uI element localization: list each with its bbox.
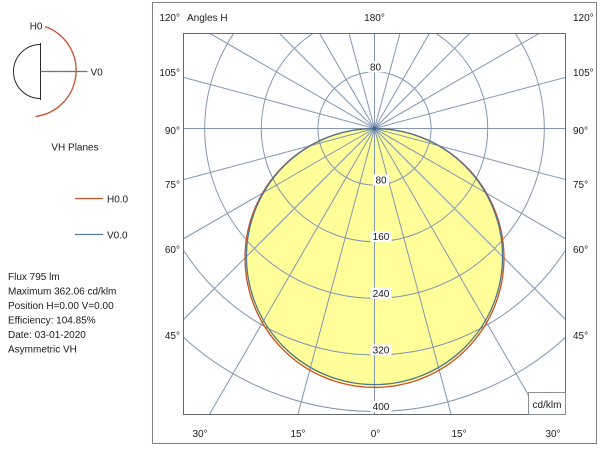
grid-ray <box>374 128 452 414</box>
grid-ray <box>184 128 375 320</box>
grid-ray <box>374 34 540 129</box>
photometric-info: Flux 795 lm Maximum 362.06 cd/klm Positi… <box>8 272 116 356</box>
unit-label: cd/klm <box>533 400 562 411</box>
info-symmetry: Asymmetric VH <box>8 345 77 356</box>
info-flux: Flux 795 lm <box>8 272 60 283</box>
info-position: Position H=0.00 V=0.00 <box>8 301 114 312</box>
grid-ray <box>209 34 375 129</box>
radial-tick-bg <box>370 401 392 412</box>
angle-label-left-105: 105° <box>159 68 180 79</box>
angle-label-right-45: 45° <box>573 331 588 342</box>
info-maximum: Maximum 362.06 cd/klm <box>8 287 116 298</box>
angle-label-bottom-30l: 30° <box>192 429 207 440</box>
unit-box <box>528 392 566 415</box>
angle-label-left-120: 120° <box>159 13 180 24</box>
angle-label-left-45: 45° <box>165 331 180 342</box>
grid-ray <box>209 128 375 414</box>
angle-label-bottom-15r: 15° <box>451 429 466 440</box>
chart-title: Angles H <box>187 13 228 24</box>
grid-ray <box>184 76 375 129</box>
grid-ray <box>184 128 375 181</box>
radial-tick-bg <box>370 287 392 299</box>
polar-origin-dot <box>372 126 377 131</box>
angle-label-left-75: 75° <box>165 180 180 191</box>
angle-label-top-180: 180° <box>364 13 385 24</box>
grid-ray <box>184 128 375 240</box>
radial-tick-label: 80 <box>370 62 382 73</box>
grid-ray <box>374 76 565 129</box>
grid-ray <box>374 128 540 414</box>
radial-tick-label: 80 <box>375 176 387 187</box>
radial-tick-bg <box>373 174 389 186</box>
icon-h0-label: H0 <box>30 22 43 33</box>
info-date: Date: 03-01-2020 <box>8 330 86 341</box>
distribution-curves <box>244 126 505 389</box>
legend: H0.0 V0.0 <box>75 195 129 242</box>
angle-label-bottom-0: 0° <box>371 429 381 440</box>
radial-tick-bg <box>370 231 392 243</box>
angle-label-left-60: 60° <box>165 245 180 256</box>
chart-panel-border <box>152 2 597 444</box>
vh-planes-icon: H0 V0 <box>13 22 104 118</box>
grid-ray <box>348 34 375 129</box>
radial-tick-label: 240 <box>373 289 390 300</box>
grid-ray <box>374 128 565 181</box>
angle-label-bottom-15l: 15° <box>290 429 305 440</box>
legend-v0-label: V0.0 <box>107 231 128 242</box>
grid-ray <box>297 128 375 414</box>
grid-ray <box>374 128 565 240</box>
legend-h0-label: H0.0 <box>107 195 129 206</box>
angle-label-left-90: 90° <box>165 126 180 137</box>
radial-tick-label: 400 <box>373 402 390 413</box>
lamp-semicircle-icon <box>13 44 41 99</box>
angle-label-right-75: 75° <box>573 180 588 191</box>
angle-label-right-120: 120° <box>573 13 594 24</box>
radial-tick-bg <box>367 61 384 73</box>
icon-v0-label: V0 <box>91 68 104 79</box>
grid-ray <box>374 34 470 129</box>
angle-label-bottom-30r: 30° <box>545 429 560 440</box>
grid-ray <box>319 34 375 129</box>
grid-ray <box>374 128 565 320</box>
radial-tick-bg <box>370 344 392 356</box>
vh-planes-caption: VH Planes <box>51 143 98 154</box>
radial-tick-label: 160 <box>373 232 390 243</box>
angle-label-right-90: 90° <box>573 126 588 137</box>
angle-label-right-105: 105° <box>573 68 594 79</box>
grid-ray <box>374 34 401 129</box>
info-efficiency: Efficiency: 104.85% <box>8 316 96 327</box>
grid-ray <box>279 34 375 129</box>
h-plane-arc <box>35 25 77 118</box>
radial-tick-labels: 80 160 240 320 400 80 <box>367 61 392 413</box>
grid-ray <box>374 34 430 129</box>
plot-frame <box>183 33 566 415</box>
angle-label-right-60: 60° <box>573 245 588 256</box>
radial-tick-label: 320 <box>373 345 390 356</box>
